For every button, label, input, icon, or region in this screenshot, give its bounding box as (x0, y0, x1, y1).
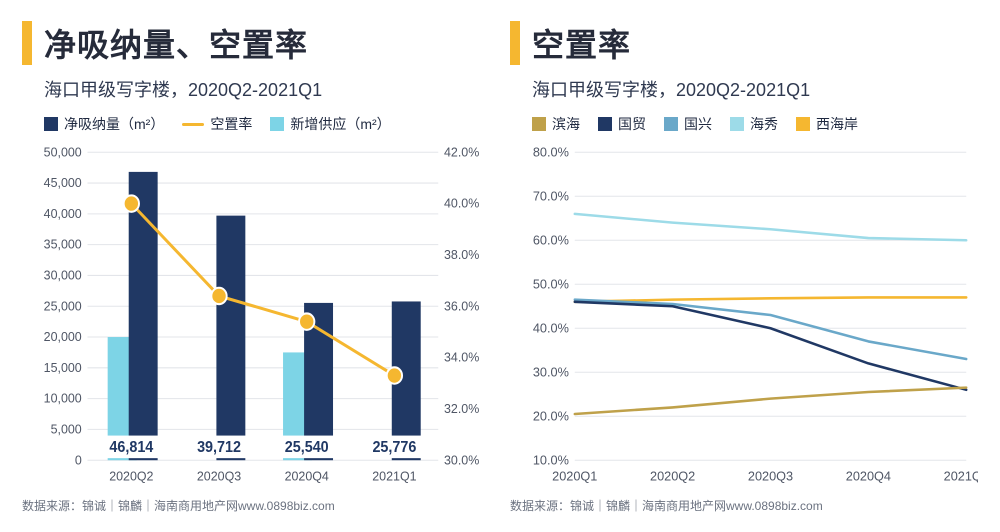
legend-label: 海秀 (750, 114, 778, 134)
title-accent-bar (22, 21, 32, 65)
legend-label: 净吸纳量（m²） (64, 114, 164, 134)
svg-text:42.0%: 42.0% (444, 144, 479, 160)
title-left: 净吸纳量、空置率 (44, 20, 308, 66)
title-right: 空置率 (532, 20, 631, 66)
svg-text:40.0%: 40.0% (533, 320, 569, 335)
legend-item: 西海岸 (796, 114, 858, 134)
svg-text:20.0%: 20.0% (533, 408, 569, 423)
chart-right: 10.0% 20.0% 30.0% 40.0% 50.0% 60.0% 70.0% 80.0%… (518, 142, 978, 491)
svg-text:32.0%: 32.0% (444, 401, 479, 417)
svg-text:25,776: 25,776 (372, 440, 416, 457)
chart-left: 0 5,000 10,000 15,000 20,000 25,000 30,000 35,0… (30, 142, 490, 491)
legend-label: 国贸 (618, 114, 646, 134)
svg-text:2020Q4: 2020Q4 (285, 468, 329, 484)
svg-text:2020Q2: 2020Q2 (650, 468, 695, 483)
svg-text:2020Q4: 2020Q4 (846, 468, 891, 483)
subtitle-right: 海口甲级写字楼，2020Q2-2021Q1 (532, 76, 978, 102)
svg-text:10,000: 10,000 (44, 390, 82, 406)
legend-label: 空置率 (210, 114, 252, 134)
chart-right-wrap: 10.0% 20.0% 30.0% 40.0% 50.0% 60.0% 70.0% 80.0%… (518, 142, 978, 491)
svg-text:36.0%: 36.0% (444, 298, 479, 314)
legend-swatch-bar (598, 117, 612, 131)
svg-text:2021Q1: 2021Q1 (372, 468, 416, 484)
legend-item: 国贸 (598, 114, 646, 134)
subtitle-left: 海口甲级写字楼，2020Q2-2021Q1 (44, 76, 490, 102)
svg-text:2020Q1: 2020Q1 (552, 468, 597, 483)
legend-label: 新增供应（m²） (290, 114, 390, 134)
legend-swatch-bar (796, 117, 810, 131)
svg-text:15,000: 15,000 (44, 360, 82, 376)
svg-text:50.0%: 50.0% (533, 276, 569, 291)
svg-text:2020Q3: 2020Q3 (748, 468, 793, 483)
legend-left: 净吸纳量（m²） 空置率 新增供应（m²） (44, 114, 490, 134)
svg-text:60.0%: 60.0% (533, 232, 569, 247)
svg-text:30.0%: 30.0% (444, 452, 479, 468)
svg-text:35,000: 35,000 (44, 236, 82, 252)
svg-text:30,000: 30,000 (44, 267, 82, 283)
legend-item: 净吸纳量（m²） (44, 114, 164, 134)
svg-text:20,000: 20,000 (44, 329, 82, 345)
panel-right: 空置率 海口甲级写字楼，2020Q2-2021Q1 滨海 国贸 国兴 海秀 西海岸 10… (510, 20, 978, 514)
legend-label: 滨海 (552, 114, 580, 134)
legend-swatch-bar (44, 117, 58, 131)
chart-left-wrap: 0 5,000 10,000 15,000 20,000 25,000 30,000 35,0… (30, 142, 490, 491)
legend-right: 滨海 国贸 国兴 海秀 西海岸 (532, 114, 978, 134)
legend-item: 新增供应（m²） (270, 114, 390, 134)
svg-text:38.0%: 38.0% (444, 247, 479, 263)
legend-swatch-bar (664, 117, 678, 131)
legend-item: 滨海 (532, 114, 580, 134)
svg-text:40.0%: 40.0% (444, 195, 479, 211)
svg-text:40,000: 40,000 (44, 206, 82, 222)
svg-text:46,814: 46,814 (109, 440, 154, 457)
legend-swatch-bar (532, 117, 546, 131)
legend-swatch-bar (730, 117, 744, 131)
svg-text:2020Q2: 2020Q2 (109, 468, 153, 484)
svg-text:39,712: 39,712 (197, 440, 241, 457)
legend-label: 国兴 (684, 114, 712, 134)
legend-label: 西海岸 (816, 114, 858, 134)
svg-text:70.0%: 70.0% (533, 188, 569, 203)
svg-text:25,540: 25,540 (285, 440, 329, 457)
svg-text:2021Q1: 2021Q1 (944, 468, 978, 483)
svg-text:5,000: 5,000 (51, 421, 82, 437)
source-right: 数据来源：锦诚｜锦麟｜海南商用地产网www.0898biz.com (510, 497, 978, 514)
svg-text:2020Q3: 2020Q3 (197, 468, 241, 484)
svg-text:80.0%: 80.0% (533, 144, 569, 159)
panel-left: 净吸纳量、空置率 海口甲级写字楼，2020Q2-2021Q1 净吸纳量（m²） 空… (22, 20, 490, 514)
svg-text:10.0%: 10.0% (533, 452, 569, 467)
svg-text:0: 0 (75, 452, 82, 468)
svg-text:25,000: 25,000 (44, 298, 82, 314)
legend-item: 海秀 (730, 114, 778, 134)
svg-text:34.0%: 34.0% (444, 349, 479, 365)
legend-swatch-bar (270, 117, 284, 131)
legend-swatch-line (182, 123, 204, 126)
legend-item: 国兴 (664, 114, 712, 134)
svg-text:45,000: 45,000 (44, 175, 82, 191)
source-left: 数据来源：锦诚｜锦麟｜海南商用地产网www.0898biz.com (22, 497, 490, 514)
legend-item: 空置率 (182, 114, 252, 134)
title-row-left: 净吸纳量、空置率 (22, 20, 490, 66)
title-accent-bar (510, 21, 520, 65)
svg-text:30.0%: 30.0% (533, 364, 569, 379)
svg-text:50,000: 50,000 (44, 144, 82, 160)
title-row-right: 空置率 (510, 20, 978, 66)
